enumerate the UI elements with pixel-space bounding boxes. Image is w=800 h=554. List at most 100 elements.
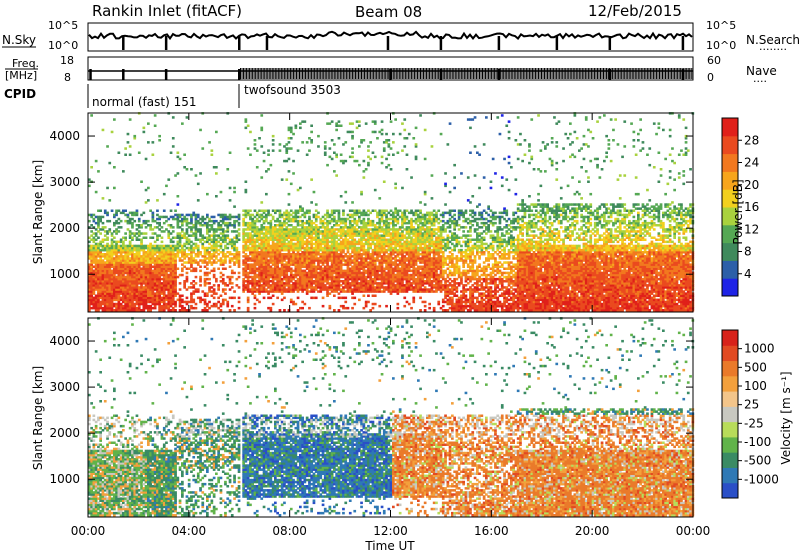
- freq-tick-bottom: 8: [64, 71, 71, 84]
- heatmap-cell: [104, 210, 107, 213]
- heatmap-cell: [154, 292, 157, 295]
- heatmap-cell: [147, 199, 150, 202]
- heatmap-cell: [167, 224, 170, 227]
- heatmap-cell: [124, 232, 127, 235]
- heatmap-cell: [104, 261, 107, 264]
- heatmap-cell: [174, 174, 177, 177]
- heatmap-cell: [111, 131, 114, 134]
- heatmap-cell: [145, 201, 148, 204]
- heatmap-cell: [154, 257, 157, 260]
- heatmap-cell: [102, 239, 105, 242]
- heatmap-cell: [174, 245, 177, 248]
- heatmap-cell: [167, 218, 170, 221]
- heatmap-cell: [102, 226, 105, 229]
- heatmap-cell: [95, 216, 98, 219]
- heatmap-cell: [149, 224, 152, 227]
- heatmap-cell: [104, 245, 107, 248]
- heatmap-cell: [167, 230, 170, 233]
- heatmap-cell: [122, 305, 125, 308]
- heatmap-cell: [165, 216, 168, 219]
- heatmap-cell: [158, 245, 161, 248]
- heatmap-cell: [170, 210, 173, 213]
- heatmap-cell: [140, 239, 143, 242]
- heatmap-cell: [108, 162, 111, 165]
- heatmap-cell: [140, 214, 143, 217]
- heatmap-cell: [131, 218, 134, 221]
- heatmap-cell: [138, 245, 141, 248]
- heatmap-cell: [93, 237, 96, 240]
- heatmap-cell: [136, 224, 139, 227]
- heatmap-cell: [118, 222, 121, 225]
- heatmap-cell: [147, 224, 150, 227]
- heatmap-cell: [104, 230, 107, 233]
- heatmap-cell: [177, 172, 180, 175]
- heatmap-cell: [131, 212, 134, 215]
- heatmap-cell: [120, 226, 123, 229]
- heatmap-cell: [106, 237, 109, 240]
- heatmap-cell: [102, 216, 105, 219]
- nave-dots: ....: [753, 72, 767, 85]
- noise-search-dots: ........: [759, 40, 787, 53]
- heatmap-cell: [154, 226, 157, 229]
- heatmap-cell: [118, 226, 121, 229]
- heatmap-cell: [104, 253, 107, 256]
- heatmap-cell: [108, 199, 111, 202]
- heatmap-cell: [129, 212, 132, 215]
- heatmap-cell: [161, 216, 164, 219]
- heatmap-cell: [158, 222, 161, 225]
- heatmap-cell: [97, 237, 100, 240]
- heatmap-cell: [138, 286, 141, 289]
- heatmap-cell: [118, 241, 121, 244]
- heatmap-cell: [118, 255, 121, 258]
- heatmap-cell: [156, 210, 159, 213]
- heatmap-cell: [179, 158, 182, 161]
- heatmap-cell: [179, 288, 182, 291]
- heatmap-cell: [95, 191, 98, 194]
- heatmap-cell: [147, 187, 150, 190]
- heatmap-cell: [152, 212, 155, 215]
- heatmap-cell: [115, 303, 118, 306]
- noise-spikes: [123, 36, 683, 50]
- heatmap-cell: [99, 301, 102, 304]
- heatmap-cell: [140, 255, 143, 258]
- heatmap-cell: [177, 195, 180, 198]
- heatmap-cell: [179, 249, 182, 252]
- heatmap-cell: [165, 295, 168, 298]
- heatmap-cell: [122, 237, 125, 240]
- heatmap-cell: [163, 210, 166, 213]
- heatmap-cell: [172, 241, 175, 244]
- heatmap-cell: [122, 255, 125, 258]
- cpid-segment-2: twofsound 3503: [244, 83, 341, 97]
- heatmap-cell: [118, 230, 121, 233]
- heatmap-cell: [165, 228, 168, 231]
- cpid-label: CPID: [4, 87, 36, 101]
- nave-tick-bottom: 0: [707, 71, 714, 84]
- heatmap-cell: [177, 268, 180, 271]
- heatmap-cell: [145, 158, 148, 161]
- heatmap-cell: [136, 232, 139, 235]
- date-title: 12/Feb/2015: [588, 2, 682, 20]
- heatmap-cell: [90, 114, 93, 117]
- heatmap-cell: [152, 270, 155, 273]
- heatmap-cell: [124, 237, 127, 240]
- heatmap-cell: [118, 152, 121, 155]
- heatmap-cell: [129, 154, 132, 157]
- heatmap-cell: [147, 220, 150, 223]
- heatmap-cell: [177, 152, 180, 155]
- heatmap-cell: [93, 232, 96, 235]
- heatmap-cell: [181, 305, 184, 308]
- heatmap-cell: [133, 220, 136, 223]
- heatmap-cell: [145, 237, 148, 240]
- heatmap-cell: [143, 212, 146, 215]
- heatmap-cell: [118, 218, 121, 221]
- heatmap-cell: [140, 268, 143, 271]
- heatmap-cell: [172, 145, 175, 148]
- noise-tick-top: 10^5: [48, 19, 78, 32]
- heatmap-cell: [158, 234, 161, 237]
- heatmap-cell: [93, 270, 96, 273]
- heatmap-cell: [147, 245, 150, 248]
- heatmap-cell: [136, 245, 139, 248]
- heatmap-cell: [154, 220, 157, 223]
- heatmap-cell: [170, 152, 173, 155]
- heatmap-cell: [122, 241, 125, 244]
